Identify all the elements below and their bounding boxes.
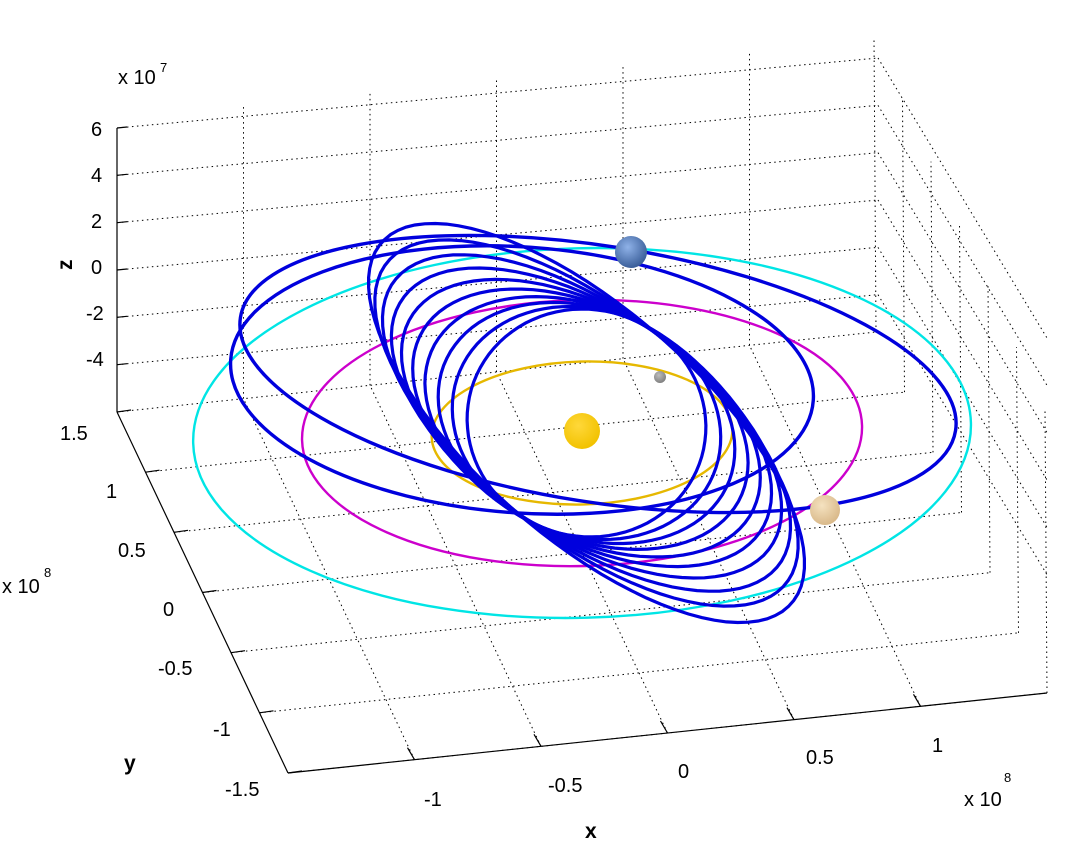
grid-line (202, 512, 962, 593)
grid-line (116, 57, 879, 129)
celestial-bodies (564, 236, 840, 525)
grid-lines (116, 37, 1048, 774)
z-tick (116, 363, 128, 366)
grid-line (877, 152, 1048, 433)
grid-line (930, 161, 934, 453)
grid-line (959, 223, 962, 513)
grid-line (1016, 347, 1019, 633)
grid-line (259, 632, 1019, 714)
z-axis-label: z (54, 260, 77, 271)
z-tick (116, 221, 128, 224)
earth-icon (615, 236, 647, 268)
y-tick (259, 710, 274, 714)
axes (116, 126, 1048, 774)
mercury-icon (654, 371, 666, 383)
x-axis-label: x (585, 820, 597, 843)
x-tick-label: -1 (424, 789, 442, 811)
y-exponent: x 10 8 (2, 565, 51, 598)
y-tick-label: 1 (106, 481, 117, 503)
z-exponent-base: x 10 (118, 67, 156, 89)
y-tick (145, 469, 160, 473)
z-exponent-power: 7 (160, 60, 167, 75)
z-tick (116, 315, 128, 318)
x-tick (912, 694, 922, 707)
y-tick-label: 1.5 (60, 423, 88, 445)
x-tick-label: 0 (678, 761, 689, 783)
z-tick-labels: 6 4 2 0 -2 -4 (86, 119, 104, 371)
venus-icon (810, 495, 840, 525)
grid-line (145, 391, 905, 473)
y-tick-labels: 1.5 1 0.5 0 -0.5 -1 -1.5 (60, 423, 259, 801)
y-tick (230, 650, 246, 654)
y-tick-label: -1 (213, 719, 231, 741)
z-tick-label: 2 (91, 211, 102, 233)
z-tick-label: 0 (91, 257, 102, 279)
z-tick (116, 126, 128, 129)
y-tick (202, 589, 217, 594)
y-tick-label: -1.5 (225, 779, 259, 801)
z-tick (116, 173, 128, 176)
x-exponent: x 10 8 (964, 770, 1011, 811)
spacecraft-trajectory (228, 221, 958, 625)
grid-line (230, 572, 991, 654)
y-axis-label: y (124, 752, 136, 775)
x-tick (533, 734, 542, 747)
y-tick (116, 409, 132, 413)
y-tick-label: -0.5 (158, 658, 192, 680)
x-tick-label: 0.5 (806, 747, 834, 769)
z-tick (116, 268, 128, 271)
z-tick-label: 4 (91, 165, 102, 187)
x-tick (406, 747, 416, 760)
x-exponent-base: x 10 (964, 789, 1002, 811)
x-tick-label: 1 (932, 735, 943, 757)
x-tick (659, 720, 669, 734)
y-tick (173, 529, 189, 533)
trajectory-outer-loop (228, 244, 816, 516)
x-exponent-power: 8 (1004, 770, 1011, 785)
grid-line (873, 37, 877, 333)
z-tick-label: -4 (86, 349, 104, 371)
grid-line (877, 105, 1048, 386)
y-tick-label: 0.5 (118, 540, 146, 562)
y-exponent-power: 8 (44, 565, 51, 580)
z-tick-label: 6 (91, 119, 102, 141)
y-tick-label: 0 (163, 599, 174, 621)
x-tick-label: -0.5 (548, 775, 582, 797)
x-tick-labels: -1 -0.5 0 0.5 1 (424, 735, 943, 811)
planet-orbit (191, 246, 973, 620)
sun-icon (564, 413, 600, 449)
y-exponent-base: x 10 (2, 576, 40, 598)
grid-line (116, 152, 879, 224)
grid-line (877, 294, 1048, 575)
y-tick (287, 770, 303, 774)
x-tick (786, 707, 795, 720)
trajectory-loop (367, 221, 806, 625)
grid-line (902, 99, 905, 393)
grid-line (1044, 408, 1048, 694)
trajectory-outer-loop (238, 233, 958, 515)
grid-line (173, 451, 934, 533)
z-exponent: x 10 7 (118, 60, 167, 89)
z-tick-label: -2 (86, 303, 104, 325)
grid-line (116, 104, 879, 176)
grid-line (987, 285, 991, 573)
